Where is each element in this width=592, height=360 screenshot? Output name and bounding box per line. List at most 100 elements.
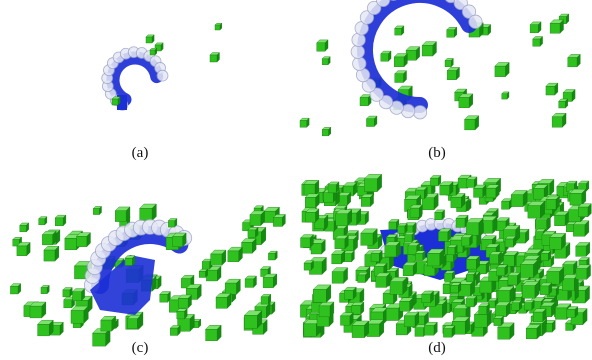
cube-front <box>206 270 217 281</box>
cube <box>215 23 222 30</box>
cube-front <box>250 215 261 226</box>
cube-front <box>498 327 510 339</box>
cube-front <box>20 225 27 232</box>
cube-front <box>533 312 543 322</box>
cube-front <box>466 223 478 235</box>
cube <box>404 312 419 327</box>
cube <box>71 306 88 323</box>
cube <box>567 307 578 318</box>
cube <box>405 232 415 242</box>
cube <box>261 294 271 304</box>
cube <box>422 42 436 56</box>
cube-front <box>383 294 393 304</box>
cube-front <box>306 212 316 222</box>
cube-front <box>168 221 174 227</box>
cube-front <box>550 23 560 33</box>
cube-front <box>528 206 540 218</box>
cube-front <box>42 235 52 245</box>
cube-front <box>447 248 454 255</box>
cube-front <box>546 86 555 95</box>
cube-front <box>503 255 514 266</box>
cube <box>395 71 407 83</box>
cube-front <box>495 66 506 77</box>
cube <box>424 322 437 335</box>
cube-front <box>65 238 77 250</box>
cube <box>505 236 516 247</box>
cube <box>511 191 527 207</box>
cube <box>228 247 243 262</box>
cube-front <box>371 253 379 261</box>
cube-front <box>505 239 513 247</box>
cube <box>268 251 277 260</box>
cube-front <box>76 236 86 246</box>
cube <box>533 37 543 47</box>
cube <box>495 302 510 317</box>
cube <box>38 320 54 336</box>
cube <box>494 316 504 326</box>
cube-front <box>55 218 63 226</box>
cube <box>447 67 459 79</box>
cube <box>466 256 479 269</box>
cube-front <box>495 306 506 317</box>
cube <box>210 53 219 62</box>
cube-front <box>336 214 348 226</box>
cube-front <box>344 290 353 299</box>
cube-front <box>456 218 465 227</box>
cube <box>550 20 563 33</box>
cube <box>381 51 391 61</box>
cube-front <box>497 268 505 276</box>
cube <box>385 242 400 257</box>
cube-front <box>451 197 461 207</box>
cube-front <box>422 198 434 210</box>
cube <box>146 35 154 43</box>
cube <box>398 224 408 234</box>
cube <box>440 182 453 195</box>
cube-front <box>567 309 575 317</box>
cube-front <box>540 286 549 295</box>
sphere <box>413 105 426 118</box>
cube-front <box>547 272 560 285</box>
cube <box>211 250 226 265</box>
cube-front <box>216 297 227 308</box>
cube <box>522 281 539 298</box>
cube-front <box>566 225 573 232</box>
cube <box>394 54 407 67</box>
cube-front <box>568 58 577 67</box>
panel-label: (c) <box>132 340 149 356</box>
cube <box>495 62 509 76</box>
cube <box>403 262 417 276</box>
cube-front <box>576 246 586 256</box>
cube <box>508 272 521 285</box>
cube <box>10 284 20 294</box>
cube <box>447 27 457 37</box>
cube <box>93 206 101 214</box>
cube <box>216 293 231 308</box>
cube-front <box>521 265 534 278</box>
cube <box>338 192 351 205</box>
sphere <box>469 15 482 28</box>
cube-front <box>140 208 152 220</box>
cube-front <box>177 311 185 319</box>
cube <box>344 287 356 299</box>
cube <box>250 211 265 226</box>
cube-front <box>358 275 366 283</box>
cube <box>415 251 425 261</box>
cube-front <box>512 303 519 310</box>
cube <box>400 298 414 312</box>
cube-front <box>146 37 152 43</box>
panel-label: (b) <box>428 145 446 161</box>
cube <box>498 286 514 302</box>
cube <box>461 235 472 246</box>
cube-front <box>304 184 315 195</box>
cube-front <box>304 324 316 336</box>
cube <box>466 177 477 188</box>
cube-front <box>403 266 413 276</box>
cube-front <box>498 291 510 303</box>
cube <box>150 48 157 55</box>
cube <box>305 194 319 208</box>
cube-front <box>395 28 402 35</box>
cube <box>502 92 509 99</box>
cube-front <box>340 316 349 325</box>
cube <box>371 251 382 262</box>
cube <box>225 279 240 294</box>
